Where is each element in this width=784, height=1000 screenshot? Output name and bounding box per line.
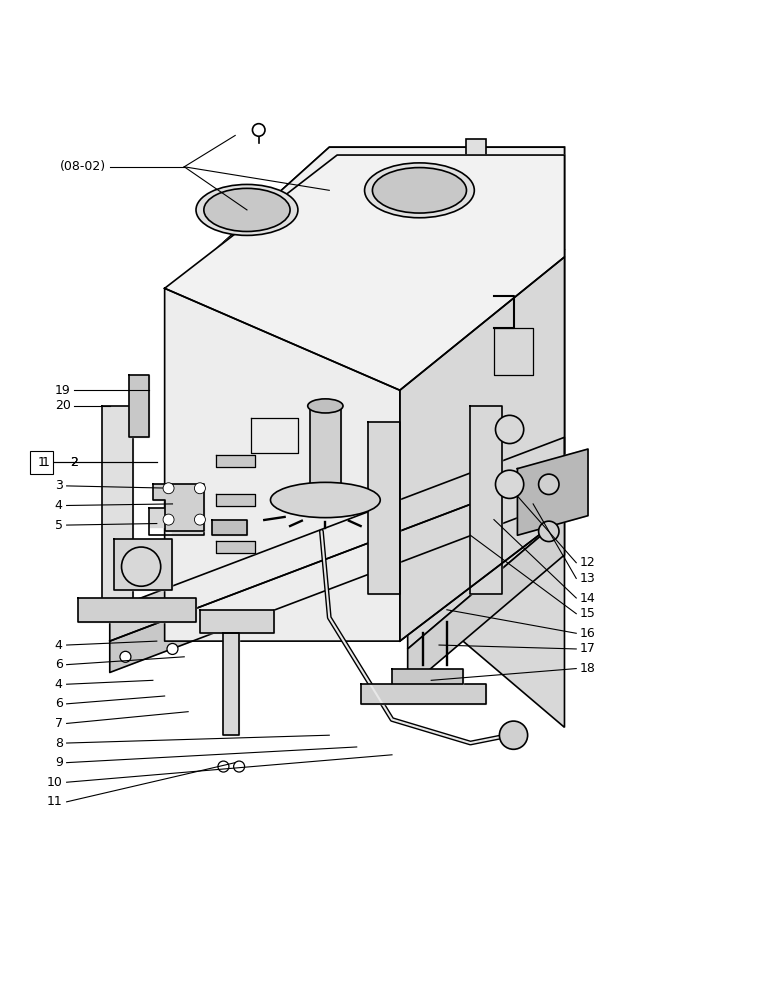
Text: 4: 4 [55, 678, 63, 691]
Text: 8: 8 [55, 737, 63, 750]
Text: 14: 14 [580, 591, 596, 604]
Circle shape [163, 514, 174, 525]
Polygon shape [102, 406, 133, 618]
Polygon shape [361, 684, 486, 704]
Ellipse shape [365, 163, 474, 218]
Ellipse shape [196, 184, 298, 235]
Circle shape [120, 651, 131, 662]
Circle shape [194, 483, 205, 494]
Text: 19: 19 [55, 384, 71, 397]
Text: 4: 4 [55, 639, 63, 652]
Text: (08-02): (08-02) [60, 160, 106, 173]
Text: 6: 6 [55, 658, 63, 671]
Polygon shape [216, 494, 255, 506]
Ellipse shape [270, 482, 380, 518]
FancyBboxPatch shape [30, 451, 53, 474]
Text: 6: 6 [55, 697, 63, 710]
Text: 17: 17 [580, 642, 596, 655]
Polygon shape [200, 610, 274, 633]
Text: 11: 11 [47, 795, 63, 808]
Polygon shape [172, 147, 564, 382]
Polygon shape [129, 375, 149, 437]
Polygon shape [165, 155, 564, 390]
Text: 18: 18 [580, 662, 596, 675]
Polygon shape [172, 382, 408, 594]
Polygon shape [172, 147, 564, 382]
Circle shape [163, 483, 174, 494]
Text: 1: 1 [42, 456, 49, 469]
Circle shape [495, 415, 524, 444]
Polygon shape [400, 257, 564, 641]
Polygon shape [368, 422, 400, 594]
Polygon shape [310, 406, 341, 500]
Polygon shape [408, 249, 564, 649]
Circle shape [495, 470, 524, 498]
Circle shape [499, 721, 528, 749]
Polygon shape [212, 520, 247, 535]
Text: 1: 1 [38, 456, 45, 469]
Text: 10: 10 [47, 776, 63, 789]
Polygon shape [408, 249, 564, 727]
Polygon shape [149, 508, 204, 535]
Text: 12: 12 [580, 556, 596, 569]
Ellipse shape [204, 188, 290, 231]
Text: 2: 2 [71, 456, 78, 469]
Text: 13: 13 [580, 572, 596, 585]
Polygon shape [392, 669, 463, 684]
Polygon shape [466, 139, 486, 163]
Polygon shape [517, 449, 588, 535]
Text: 3: 3 [55, 479, 63, 492]
Text: 5: 5 [55, 519, 63, 532]
Text: 7: 7 [55, 717, 63, 730]
Circle shape [539, 474, 559, 495]
Polygon shape [114, 539, 172, 590]
Text: 2: 2 [71, 456, 78, 469]
Polygon shape [110, 469, 564, 672]
Text: 4: 4 [55, 499, 63, 512]
Text: 16: 16 [580, 627, 596, 640]
Polygon shape [172, 382, 408, 618]
Text: 9: 9 [55, 756, 63, 769]
Circle shape [167, 643, 178, 654]
Polygon shape [165, 288, 400, 641]
Polygon shape [110, 437, 564, 641]
Ellipse shape [307, 399, 343, 413]
Polygon shape [216, 541, 255, 553]
Text: 15: 15 [580, 607, 596, 620]
Polygon shape [216, 455, 255, 467]
Text: 20: 20 [55, 399, 71, 412]
Polygon shape [408, 516, 564, 688]
Circle shape [122, 547, 161, 586]
Polygon shape [153, 484, 204, 531]
Circle shape [539, 521, 559, 542]
Polygon shape [470, 406, 502, 594]
Ellipse shape [372, 168, 466, 213]
Circle shape [234, 761, 245, 772]
Circle shape [218, 761, 229, 772]
Polygon shape [78, 598, 196, 622]
Polygon shape [223, 633, 239, 735]
Circle shape [194, 514, 205, 525]
Circle shape [252, 124, 265, 136]
